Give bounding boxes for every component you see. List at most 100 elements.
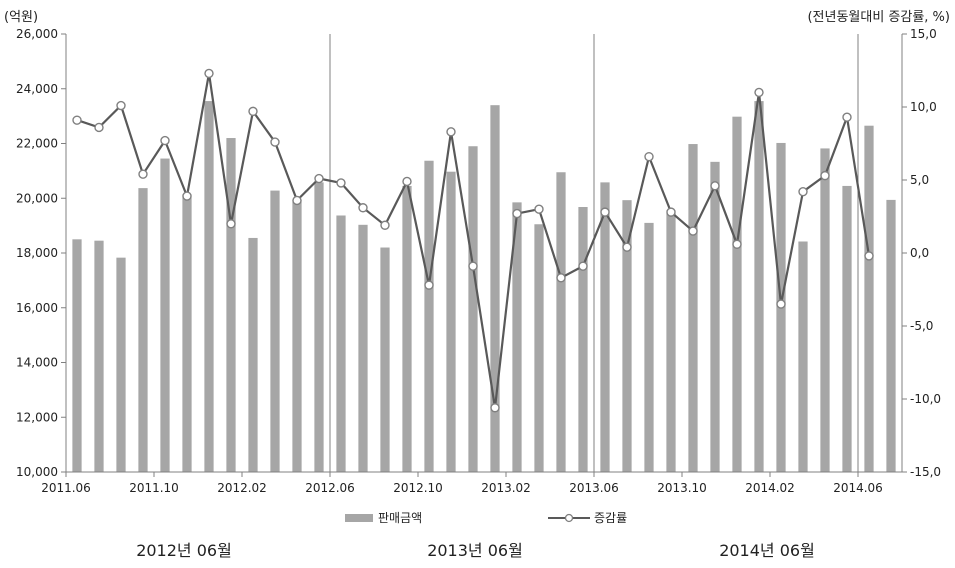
axes: [61, 33, 907, 477]
bar: [864, 125, 874, 473]
rate-point: [380, 220, 390, 230]
bar: [842, 185, 852, 472]
bar: [358, 224, 368, 472]
rate-point: [270, 137, 280, 147]
right-unit-label: (전년동월대비 증감률, %): [807, 10, 950, 25]
rate-point: [182, 191, 192, 201]
right-tick-label: 0,0: [910, 246, 929, 260]
rate-point: [776, 299, 786, 309]
rate-point: [336, 178, 346, 188]
rate-point: [138, 169, 148, 179]
bar: [556, 172, 566, 472]
rate-point: [622, 242, 632, 252]
bar: [248, 237, 258, 472]
rate-point: [798, 186, 808, 197]
right-tick-label: -10,0: [910, 392, 941, 406]
rate-point: [292, 195, 302, 206]
right-tick-label: -5,0: [910, 319, 933, 333]
rate-point: [248, 106, 258, 117]
right-tick-label: 15,0: [910, 27, 937, 41]
bar: [72, 239, 82, 472]
line-series: [72, 68, 874, 413]
bar: [468, 146, 478, 473]
bar: [644, 222, 654, 472]
rate-point: [710, 181, 720, 191]
x-tick-label: 2011.06: [41, 481, 91, 495]
bar: [116, 257, 126, 472]
rate-point: [226, 219, 236, 229]
legend-bar-swatch: [345, 514, 373, 522]
bar: [292, 199, 302, 472]
bar: [94, 240, 104, 472]
x-tick-label: 2013.02: [481, 481, 531, 495]
bar: [270, 190, 280, 472]
bar: [754, 101, 764, 472]
left-tick-label: 14,000: [16, 356, 58, 370]
bar: [710, 161, 720, 472]
rate-point: [666, 207, 676, 217]
rate-point: [160, 135, 170, 146]
rate-point: [402, 176, 412, 187]
bar: [798, 241, 808, 472]
period-label: 2014년 06월: [719, 541, 815, 560]
bar: [226, 138, 236, 472]
rate-point: [446, 127, 456, 137]
rate-point: [578, 261, 588, 271]
legend-bar-label: 판매금액: [378, 511, 422, 525]
legend-line-marker: [564, 513, 574, 523]
bar: [666, 212, 676, 473]
x-tick-label: 2011.10: [129, 481, 179, 495]
bar-series: [72, 101, 896, 473]
left-tick-label: 24,000: [16, 82, 58, 96]
rate-point: [864, 251, 874, 261]
left-tick-label: 16,000: [16, 301, 58, 315]
tick-labels: 10,000 12,000 14,000 16,000 18,000 20,000 22,0…: [16, 27, 941, 495]
left-tick-label: 12,000: [16, 410, 58, 424]
left-tick-label: 10,000: [16, 465, 58, 479]
bar: [578, 207, 588, 472]
rate-point: [358, 203, 368, 213]
bar: [732, 116, 742, 473]
x-tick-label: 2014.02: [745, 481, 795, 495]
rate-point: [116, 100, 126, 111]
bar: [490, 105, 500, 473]
period-labels: 2012년 06월 2013년 06월 2014년 06월: [136, 541, 815, 560]
rate-point: [688, 226, 698, 236]
rate-point: [754, 87, 764, 98]
rate-point: [468, 261, 478, 271]
bar: [182, 195, 192, 472]
rate-point: [204, 68, 214, 79]
left-tick-label: 26,000: [16, 27, 58, 41]
bar: [402, 185, 412, 472]
rate-point: [512, 208, 522, 219]
rate-point: [842, 112, 852, 122]
bar: [688, 144, 698, 473]
bar: [138, 188, 148, 472]
right-tick-label: 5,0: [910, 173, 929, 187]
bar: [512, 202, 522, 472]
right-tick-label: 10,0: [910, 100, 937, 114]
bar: [600, 182, 610, 472]
gridlines: [329, 34, 859, 472]
bar: [380, 247, 390, 472]
rate-point: [820, 170, 830, 181]
bar: [886, 199, 896, 472]
rate-point: [534, 204, 544, 214]
bar: [622, 200, 632, 472]
right-tick-label: -15,0: [910, 465, 941, 479]
rate-point: [556, 273, 566, 283]
bar: [336, 215, 346, 472]
bar: [424, 160, 434, 472]
period-label: 2012년 06월: [136, 541, 232, 560]
x-tick-label: 2012.06: [305, 481, 355, 495]
bar: [314, 182, 324, 472]
left-tick-label: 18,000: [16, 246, 58, 260]
bar: [534, 224, 544, 472]
legend-line-label: 증감률: [594, 511, 627, 525]
period-label: 2013년 06월: [427, 541, 523, 560]
x-tick-label: 2013.06: [569, 481, 619, 495]
rate-point: [600, 207, 610, 217]
bar: [446, 171, 456, 473]
